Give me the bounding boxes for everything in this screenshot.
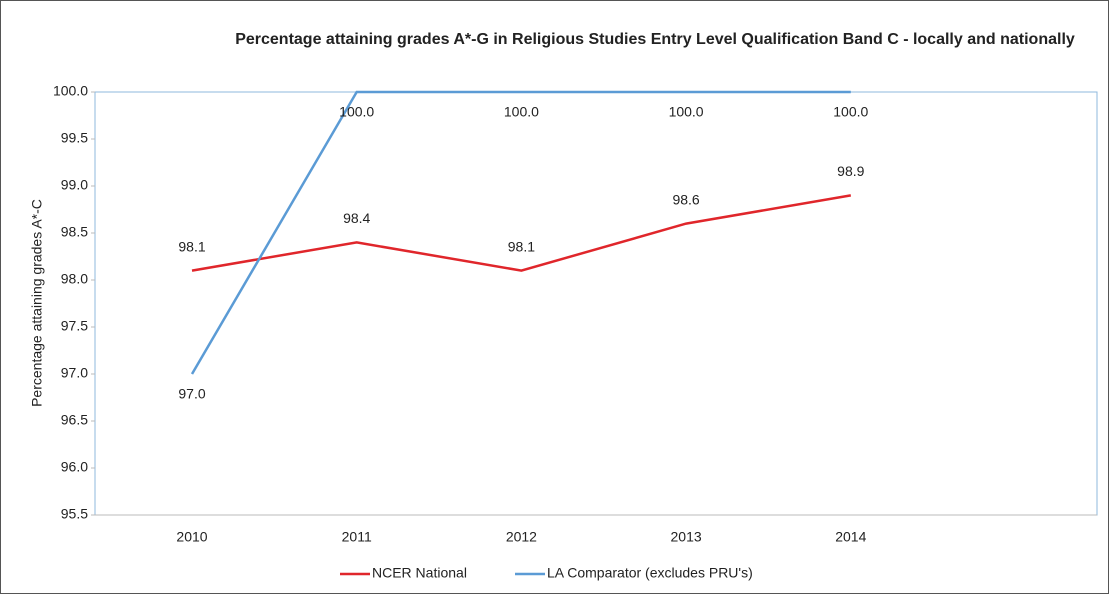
chart-title: Percentage attaining grades A*-G in Reli… xyxy=(235,31,1075,48)
y-tick-label: 95.5 xyxy=(61,506,88,522)
line xyxy=(191,194,852,272)
x-tick-label: 2010 xyxy=(176,529,207,545)
legend-label: NCER National xyxy=(372,565,467,581)
y-tick-label: 98.5 xyxy=(61,224,88,240)
data-label: 97.0 xyxy=(178,386,205,402)
y-tick-label: 100.0 xyxy=(53,83,88,99)
x-tick-label: 2011 xyxy=(342,529,372,545)
y-tick-label: 96.0 xyxy=(61,459,88,475)
y-tick-label: 99.5 xyxy=(61,130,88,146)
data-label: 98.6 xyxy=(672,191,699,207)
data-label: 98.4 xyxy=(343,210,370,226)
data-label: 98.9 xyxy=(837,163,864,179)
y-tick-label: 96.5 xyxy=(61,412,88,428)
y-tick-label: 98.0 xyxy=(61,271,88,287)
data-label: 100.0 xyxy=(504,104,539,120)
y-axis-label: Percentage attaining grades A*-C xyxy=(29,199,45,407)
data-label: 100.0 xyxy=(339,104,374,120)
y-tick-label: 99.0 xyxy=(61,177,88,193)
x-tick-label: 2012 xyxy=(506,529,537,545)
data-label: 100.0 xyxy=(833,104,868,120)
x-tick-label: 2013 xyxy=(671,529,702,545)
x-tick-label: 2014 xyxy=(835,529,866,545)
data-label: 98.1 xyxy=(178,238,205,254)
legend-label: LA Comparator (excludes PRU's) xyxy=(547,565,753,581)
y-tick-label: 97.5 xyxy=(61,318,88,334)
plot-area xyxy=(94,91,1098,516)
y-tick-label: 97.0 xyxy=(61,365,88,381)
data-label: 98.1 xyxy=(508,238,535,254)
data-label: 100.0 xyxy=(669,104,704,120)
line xyxy=(190,90,851,375)
